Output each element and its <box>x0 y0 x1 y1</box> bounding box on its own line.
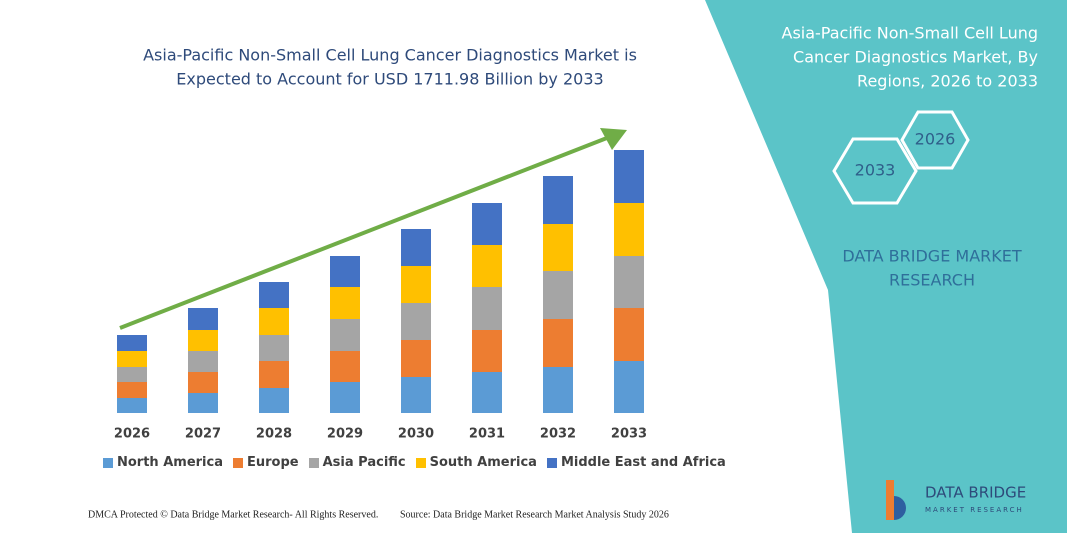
bar-segment <box>330 256 360 287</box>
bar-segment <box>117 367 147 382</box>
chart-title: Asia-Pacific Non-Small Cell Lung Cancer … <box>143 46 637 65</box>
bar-segment <box>259 361 289 388</box>
legend-label: Middle East and Africa <box>560 455 726 470</box>
bar-segment <box>543 224 573 271</box>
bar-segment <box>188 308 218 330</box>
bar-segment <box>330 319 360 351</box>
side-panel <box>705 0 1067 533</box>
bar-segment <box>614 361 644 413</box>
legend-item: South America <box>415 455 537 470</box>
x-tick-label: 2028 <box>256 427 292 442</box>
arrow-head <box>600 128 627 150</box>
logo-icon <box>886 480 906 520</box>
bar-segment <box>117 382 147 398</box>
bar-segment <box>472 203 502 245</box>
x-tick-label: 2032 <box>540 427 576 442</box>
legend-label: Asia Pacific <box>322 455 406 470</box>
bar-segment <box>259 335 289 361</box>
bar-segment <box>543 319 573 367</box>
brand: RESEARCH <box>889 271 975 290</box>
legend-label: South America <box>429 455 537 470</box>
panel-title: Asia-Pacific Non-Small Cell Lung <box>782 24 1039 43</box>
x-tick-label: 2027 <box>185 427 221 442</box>
x-tick-label: 2026 <box>114 427 150 442</box>
bar-segment <box>259 308 289 335</box>
hex-label: 2033 <box>855 161 896 180</box>
legend-item: Europe <box>233 455 299 470</box>
bar-segment <box>401 377 431 413</box>
legend-label: Europe <box>247 455 299 470</box>
legend: North America Europe Asia Pacific South Ame… <box>103 455 726 470</box>
bar-segment <box>472 330 502 372</box>
legend-item: Middle East and Africa <box>546 455 726 470</box>
bar-segment <box>543 367 573 413</box>
bar-segment <box>401 303 431 340</box>
chart-title: Expected to Account for USD 1711.98 Bill… <box>176 70 603 89</box>
bar-segment <box>543 176 573 224</box>
hex-label: 2026 <box>915 130 956 149</box>
legend-swatch <box>233 457 243 468</box>
legend-swatch <box>415 457 426 468</box>
panel-title: Cancer Diagnostics Market, By <box>793 48 1038 67</box>
bar-segment <box>472 372 502 413</box>
bar-segment <box>259 388 289 413</box>
bar-segment <box>259 282 289 308</box>
x-tick-label: 2030 <box>398 427 434 442</box>
bar-segment <box>401 340 431 377</box>
hexagon <box>900 110 970 170</box>
bar-segment <box>614 150 644 203</box>
bar-segment <box>614 308 644 361</box>
bar-segment <box>472 245 502 287</box>
bar-segment <box>330 287 360 319</box>
hexagon <box>832 137 918 205</box>
bar-segment <box>188 351 218 372</box>
bar-segment <box>188 330 218 351</box>
bar-segment <box>401 266 431 303</box>
x-tick-label: 2031 <box>469 427 505 442</box>
legend-swatch <box>103 457 113 468</box>
bar-segment <box>117 398 147 413</box>
footer-left: DMCA Protected © Data Bridge Market Rese… <box>88 509 378 520</box>
bar-segment <box>117 335 147 351</box>
logo-name: DATA BRIDGE <box>925 484 1026 502</box>
legend-swatch <box>308 457 319 468</box>
footer-right: Source: Data Bridge Market Research Mark… <box>400 509 669 520</box>
bar-segment <box>401 229 431 266</box>
legend-item: North America <box>103 455 223 470</box>
bar-segment <box>614 256 644 308</box>
bar-segment <box>472 287 502 330</box>
bar-segment <box>188 372 218 393</box>
legend-label: North America <box>117 455 223 470</box>
x-tick-label: 2029 <box>327 427 363 442</box>
logo-tagline: MARKET RESEARCH <box>925 506 1024 514</box>
legend-item: Asia Pacific <box>308 455 406 470</box>
panel-title: Regions, 2026 to 2033 <box>857 72 1038 91</box>
bar-segment <box>543 271 573 319</box>
bar-segment <box>330 382 360 413</box>
x-tick-label: 2033 <box>611 427 647 442</box>
trend-arrow <box>119 134 613 330</box>
bar-segment <box>330 351 360 382</box>
bar-segment <box>117 351 147 367</box>
bar-segment <box>614 203 644 256</box>
brand: DATA BRIDGE MARKET <box>842 247 1022 266</box>
bar-segment <box>188 393 218 413</box>
legend-swatch <box>546 457 557 468</box>
